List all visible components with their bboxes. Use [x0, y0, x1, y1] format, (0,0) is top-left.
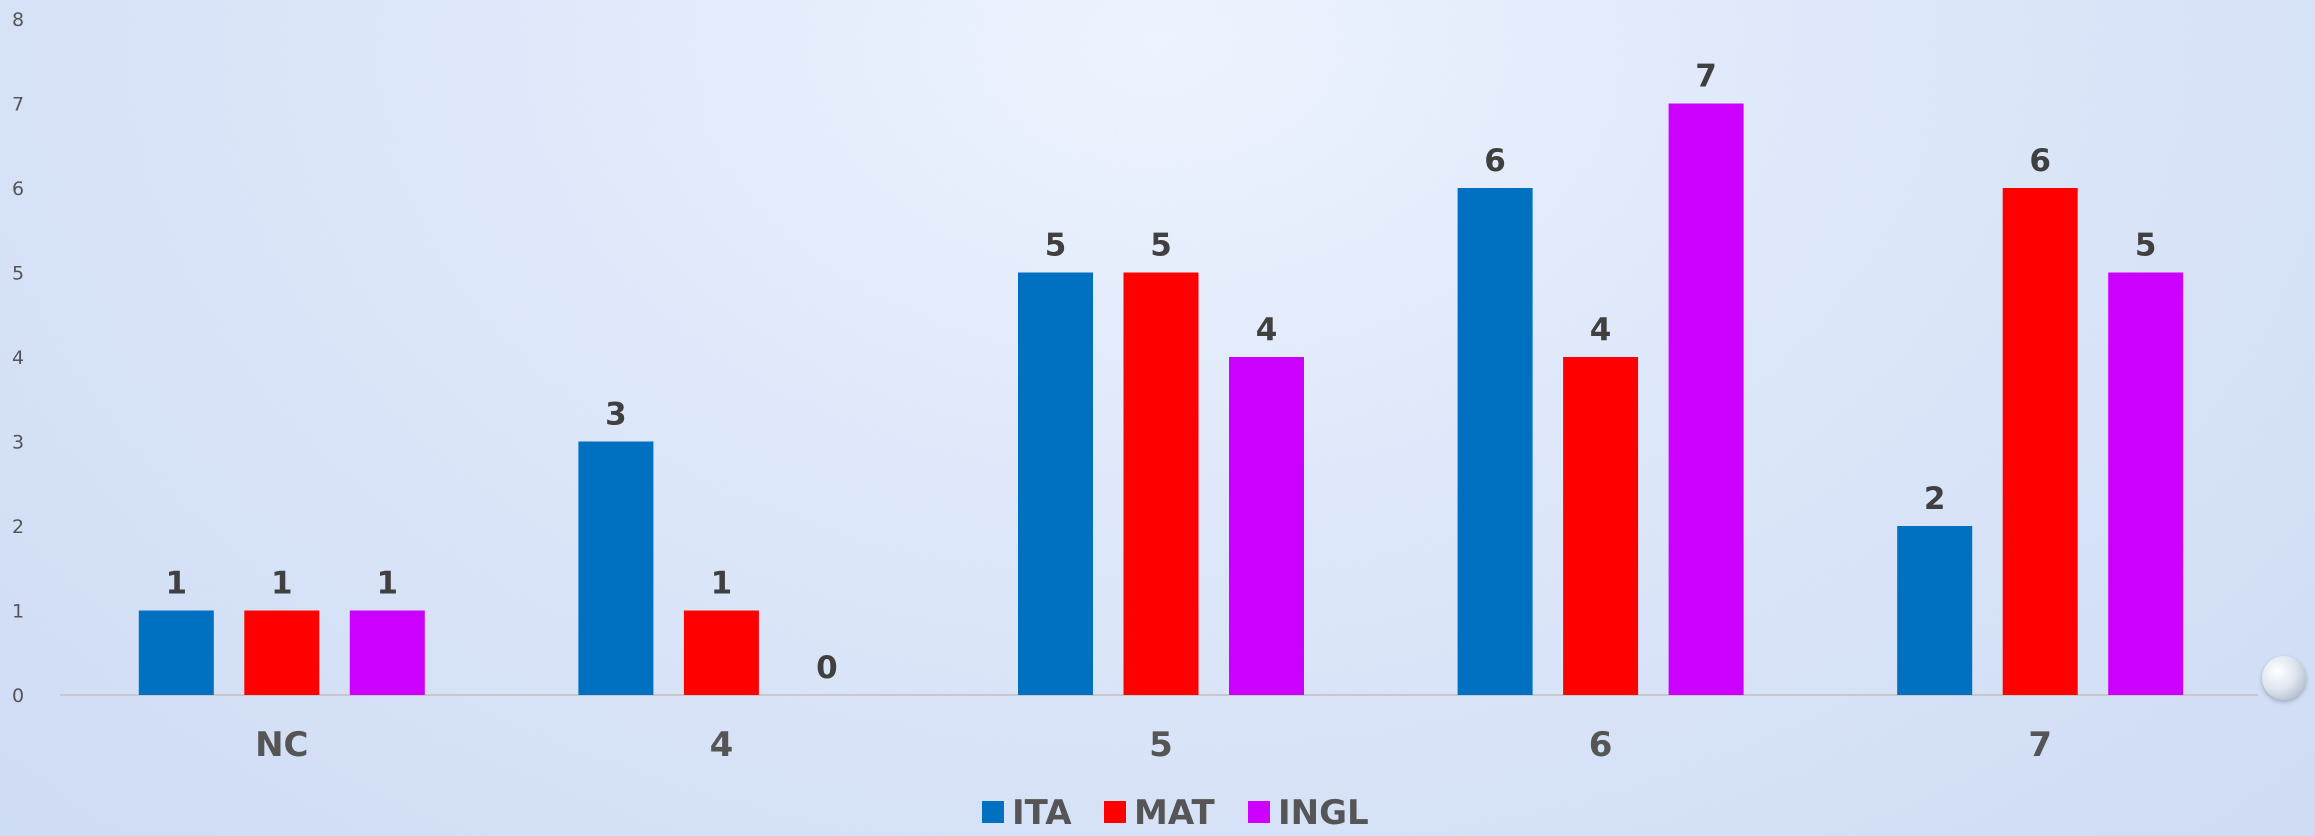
data-label: 0 [816, 650, 838, 686]
data-label: 6 [1484, 143, 1506, 179]
legend-swatch-ita [982, 801, 1004, 823]
bar-ita-4 [578, 441, 654, 695]
bar-ingl-nc [349, 610, 425, 695]
y-tick-label: 8 [12, 9, 24, 31]
bar-ita-nc [138, 610, 214, 695]
data-label: 2 [1924, 481, 1946, 517]
bars-layer: 1 1 1 3 1 0 5 5 4 6 4 7 2 6 5 [138, 59, 2184, 695]
x-tick-label: 4 [710, 725, 734, 765]
data-label: 3 [605, 397, 627, 433]
bar-mat-4 [683, 610, 759, 695]
corner-knob-icon [2262, 656, 2306, 700]
legend: ITA MAT INGL [982, 793, 1369, 833]
data-label: 1 [271, 566, 293, 602]
legend-label-ita: ITA [1012, 793, 1072, 833]
y-tick-label: 0 [12, 685, 24, 707]
legend-swatch-ingl [1248, 801, 1270, 823]
y-tick-label: 3 [12, 432, 24, 454]
bar-ita-7 [1897, 526, 1973, 695]
bar-ita-5 [1018, 272, 1093, 695]
data-label: 1 [166, 566, 188, 602]
legend-label-mat: MAT [1134, 793, 1216, 833]
y-axis: 0 1 2 3 4 5 6 7 8 [12, 9, 24, 707]
data-label: 6 [2029, 143, 2051, 179]
y-tick-label: 4 [12, 347, 24, 369]
x-axis: NC 4 5 6 7 [255, 725, 2052, 765]
legend-swatch-mat [1104, 801, 1126, 823]
data-label: 5 [1045, 228, 1067, 264]
x-tick-label: 7 [2028, 725, 2052, 765]
bar-mat-7 [2002, 188, 2078, 695]
y-tick-label: 1 [12, 601, 24, 623]
data-label: 5 [1150, 228, 1172, 264]
x-tick-label: 5 [1149, 725, 1173, 765]
y-tick-label: 5 [12, 263, 24, 285]
data-label: 7 [1695, 59, 1717, 95]
y-tick-label: 6 [12, 178, 24, 200]
bar-mat-6 [1563, 357, 1639, 695]
data-label: 4 [1590, 312, 1612, 348]
data-label: 1 [711, 566, 733, 602]
data-label: 4 [1256, 312, 1278, 348]
bar-mat-5 [1123, 272, 1199, 695]
bar-ingl-5 [1229, 357, 1304, 695]
y-tick-label: 7 [12, 94, 24, 116]
bar-ita-6 [1457, 188, 1533, 695]
data-label: 1 [377, 566, 399, 602]
bar-ingl-7 [2108, 272, 2184, 695]
data-label: 5 [2135, 228, 2157, 264]
legend-label-ingl: INGL [1278, 793, 1369, 833]
y-tick-label: 2 [12, 516, 24, 538]
bar-mat-nc [244, 610, 320, 695]
bar-ingl-6 [1668, 103, 1744, 695]
x-tick-label: 6 [1589, 725, 1613, 765]
x-tick-label: NC [255, 725, 308, 765]
